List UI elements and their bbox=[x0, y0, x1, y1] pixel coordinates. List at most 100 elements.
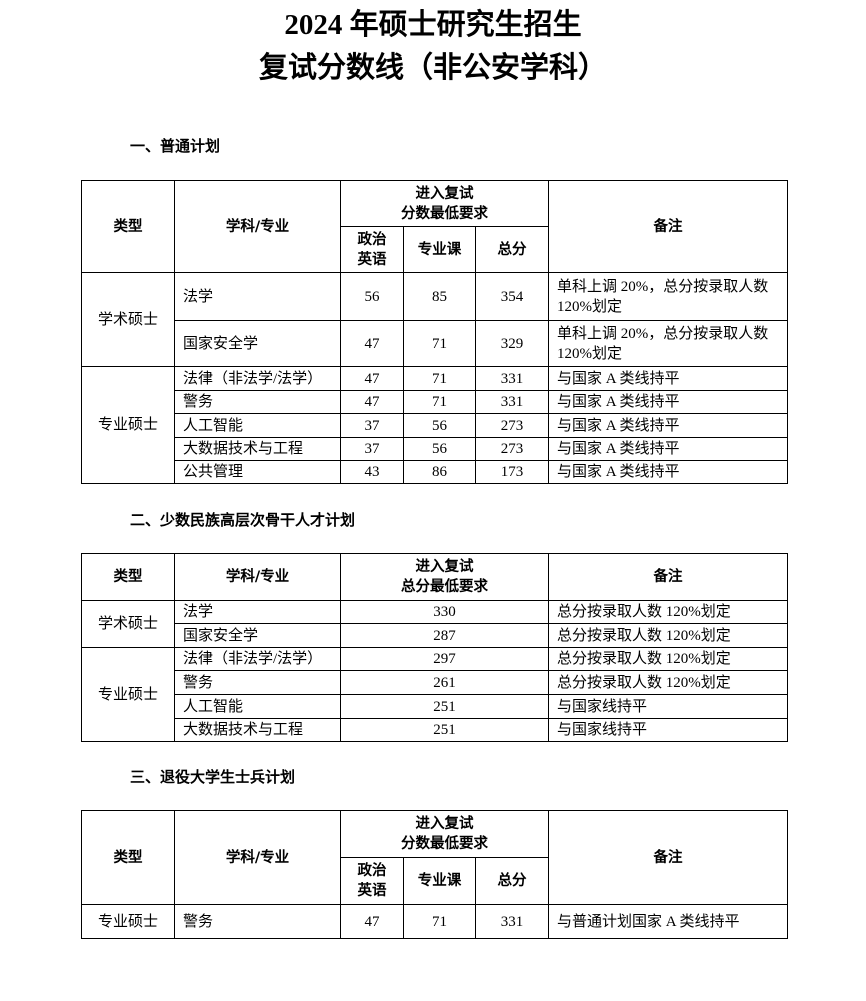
total-cell: 331 bbox=[474, 366, 550, 391]
note-cell: 与国家 A 类线持平 bbox=[548, 413, 789, 438]
header-total: 总分 bbox=[474, 226, 550, 273]
note-cell: 单科上调 20%，总分按录取人数 120%划定 bbox=[548, 320, 789, 367]
header-note: 备注 bbox=[548, 810, 789, 905]
major-cell: 法律（非法学/法学） bbox=[174, 366, 341, 391]
course-cell: 71 bbox=[403, 320, 476, 367]
note-cell: 总分按录取人数 120%划定 bbox=[548, 647, 788, 671]
note-cell: 总分按录取人数 120%划定 bbox=[548, 623, 788, 648]
politics-english-cell: 43 bbox=[340, 460, 404, 484]
major-cell: 公共管理 bbox=[174, 460, 341, 484]
politics-english-cell: 47 bbox=[340, 390, 404, 414]
total-cell: 329 bbox=[474, 320, 550, 367]
major-cell: 国家安全学 bbox=[174, 320, 341, 367]
page-subtitle: 复试分数线（非公安学科） bbox=[258, 52, 607, 84]
course-cell: 86 bbox=[403, 460, 476, 484]
total-cell: 173 bbox=[474, 460, 550, 484]
table-row: 国家安全学 47 71 329 单科上调 20%，总分按录取人数 120%划定 bbox=[82, 320, 789, 367]
politics-english-cell: 37 bbox=[340, 413, 404, 438]
course-cell: 71 bbox=[403, 366, 476, 391]
header-major: 学科/专业 bbox=[174, 810, 341, 905]
section-heading-general: 一、普通计划 bbox=[130, 137, 221, 155]
section-heading-minority: 二、少数民族高层次骨干人才计划 bbox=[130, 511, 356, 529]
course-cell: 56 bbox=[403, 413, 476, 438]
general-plan-table: 类型 学科/专业 进入复试 分数最低要求 备注 政治英语 专业课 总分 学术硕士法… bbox=[81, 180, 789, 484]
politics-english-cell: 37 bbox=[340, 437, 404, 461]
table-row: 专业硕士 法律（非法学/法学） 47 71 331 与国家 A 类线持平 bbox=[81, 366, 789, 484]
major-cell: 国家安全学 bbox=[174, 623, 341, 648]
header-type: 类型 bbox=[81, 810, 175, 905]
major-cell: 警务 bbox=[174, 904, 341, 939]
header-type: 类型 bbox=[81, 553, 175, 601]
header-requirement: 进入复试 分数最低要求 bbox=[339, 810, 550, 858]
total-cell: 354 bbox=[474, 272, 550, 321]
header-major: 学科/专业 bbox=[174, 180, 341, 273]
header-course: 专业课 bbox=[403, 857, 476, 905]
course-cell: 71 bbox=[403, 904, 476, 939]
table-row: 国家安全学 287 总分按录取人数 120%划定 bbox=[82, 623, 788, 648]
major-cell: 法学 bbox=[174, 600, 341, 624]
major-cell: 法律（非法学/法学） bbox=[174, 647, 341, 671]
section-heading-veteran: 三、退役大学生士兵计划 bbox=[130, 768, 296, 786]
header-type: 类型 bbox=[81, 180, 175, 273]
note-cell: 与国家线持平 bbox=[548, 718, 788, 742]
course-cell: 71 bbox=[403, 390, 476, 414]
note-cell: 与普通计划国家 A 类线持平 bbox=[548, 904, 789, 939]
type-cell: 专业硕士 bbox=[81, 904, 175, 939]
major-cell: 人工智能 bbox=[174, 413, 341, 438]
table-row: 专业硕士 警务 47 71 331 与普通计划国家 A 类线持平 bbox=[81, 904, 789, 939]
note-cell: 与国家 A 类线持平 bbox=[548, 460, 789, 484]
total-cell: 330 bbox=[340, 600, 549, 624]
note-cell: 与国家 A 类线持平 bbox=[548, 366, 789, 391]
veteran-plan-table: 类型 学科/专业 进入复试 分数最低要求 备注 政治 英语 专业课 总分 专业硕士警… bbox=[81, 810, 789, 939]
course-cell: 56 bbox=[403, 437, 476, 461]
major-cell: 大数据技术与工程 bbox=[174, 437, 341, 461]
politics-english-cell: 47 bbox=[340, 366, 404, 391]
total-cell: 297 bbox=[340, 647, 549, 671]
header-major: 学科/专业 bbox=[174, 553, 341, 601]
note-cell: 与国家 A 类线持平 bbox=[548, 437, 789, 461]
major-cell: 大数据技术与工程 bbox=[174, 718, 341, 742]
table-row: 人工智能 251 与国家线持平 bbox=[82, 694, 788, 719]
table-row: 警务 261 总分按录取人数 120%划定 bbox=[82, 670, 788, 695]
politics-english-cell: 47 bbox=[340, 320, 404, 367]
header-politics: 政治英语 bbox=[340, 857, 404, 905]
table-row: 大数据技术与工程 251 与国家线持平 bbox=[82, 718, 788, 742]
header-requirement: 进入复试 总分最低要求 bbox=[340, 553, 549, 601]
minority-plan-table: 类型 学科/专业 进入复试 总分最低要求 备注 学术硕士 法学 330 总分按录取人数 … bbox=[81, 553, 788, 742]
header-requirement: 进入复试 分数最低要求 bbox=[339, 180, 550, 227]
note-cell: 与国家 A 类线持平 bbox=[548, 390, 789, 414]
total-cell: 273 bbox=[474, 413, 550, 438]
major-cell: 人工智能 bbox=[174, 694, 341, 719]
table-row: 公共管理 43 86 173 与国家 A 类线持平 bbox=[82, 460, 789, 484]
header-note: 备注 bbox=[548, 553, 788, 601]
header-total: 总分 bbox=[474, 857, 550, 905]
header-note: 备注 bbox=[548, 180, 789, 273]
total-cell: 273 bbox=[474, 437, 550, 461]
type-cell: 专业硕士 bbox=[81, 366, 175, 484]
major-cell: 法学 bbox=[174, 272, 341, 321]
politics-english-cell: 56 bbox=[340, 272, 404, 321]
total-cell: 251 bbox=[340, 694, 549, 719]
note-cell: 总分按录取人数 120%划定 bbox=[548, 670, 788, 695]
note-cell: 总分按录取人数 120%划定 bbox=[548, 600, 788, 624]
page-title: 2024 年硕士研究生招生 bbox=[284, 9, 582, 41]
header-politics: 政治英语 bbox=[340, 226, 404, 273]
table-row: 大数据技术与工程 37 56 273 与国家 A 类线持平 bbox=[82, 437, 789, 461]
table-row: 学术硕士 法学 56 85 354 单科上调 20%，总分按录取人数 120%划定 bbox=[81, 272, 789, 367]
total-cell: 251 bbox=[340, 718, 549, 742]
table-row: 警务 47 71 331 与国家 A 类线持平 bbox=[82, 390, 789, 414]
header-course: 专业课 bbox=[403, 226, 476, 273]
major-cell: 警务 bbox=[174, 670, 341, 695]
table-row: 专业硕士 法律（非法学/法学） 297 总分按录取人数 120%划定 bbox=[81, 647, 788, 742]
table-row: 学术硕士 法学 330 总分按录取人数 120%划定 bbox=[81, 600, 788, 648]
header-politics-label: 政治英语 bbox=[357, 231, 387, 268]
total-cell: 261 bbox=[340, 670, 549, 695]
note-cell: 单科上调 20%，总分按录取人数 120%划定 bbox=[548, 272, 789, 321]
total-cell: 331 bbox=[474, 904, 550, 939]
type-cell: 专业硕士 bbox=[81, 647, 175, 742]
course-cell: 85 bbox=[403, 272, 476, 321]
major-cell: 警务 bbox=[174, 390, 341, 414]
type-cell: 学术硕士 bbox=[81, 600, 175, 648]
total-cell: 287 bbox=[340, 623, 549, 648]
table-row: 人工智能 37 56 273 与国家 A 类线持平 bbox=[82, 413, 789, 438]
